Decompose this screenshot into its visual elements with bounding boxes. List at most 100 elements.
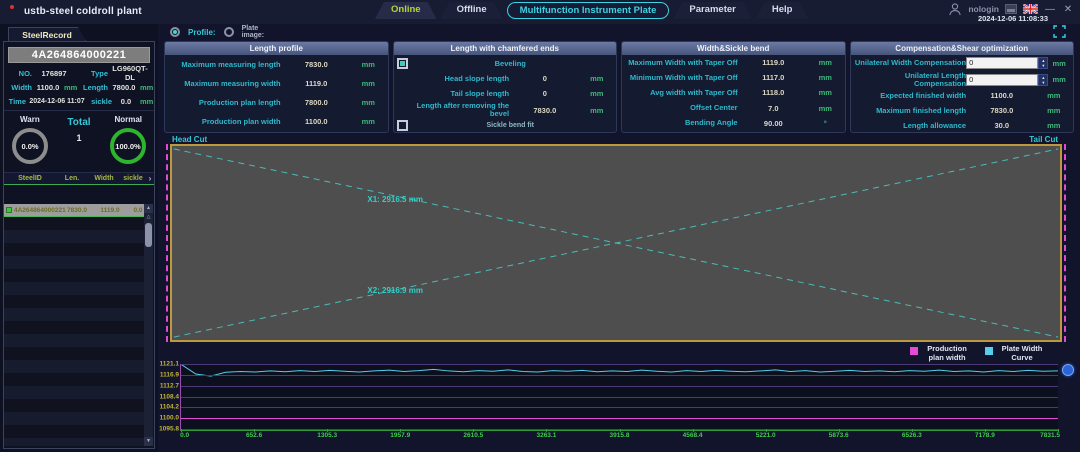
- length-value: 7800.0: [112, 82, 136, 92]
- beveling-checkbox[interactable]: [396, 57, 408, 69]
- tab-help[interactable]: Help: [756, 2, 809, 19]
- normal-gauge: 100.0%: [110, 128, 146, 164]
- plate-image-radio-label: Plate image:: [241, 25, 265, 40]
- y-gridline: [181, 385, 1058, 387]
- tab-offline[interactable]: Offline: [441, 2, 503, 19]
- steel-record-sidebar: SteelRecord 4A264864000221 NO. 176897 Ty…: [0, 24, 158, 452]
- table-row-empty: [4, 230, 144, 243]
- panel-title: Length profile: [165, 42, 388, 55]
- param-value: 7800.0: [304, 98, 328, 107]
- y-gridline: [181, 396, 1058, 398]
- legend-label: Plate Width Curve: [1001, 344, 1043, 362]
- spin-down-icon[interactable]: ▼: [1041, 63, 1046, 68]
- parameter-panels: Length profile Maximum measuring length 7…: [158, 41, 1080, 133]
- table-scrollbar[interactable]: ▲ △ ▼: [144, 204, 153, 446]
- table-row-empty: [4, 256, 144, 269]
- table-row-empty: [4, 295, 144, 308]
- plate-width-swatch: [985, 347, 993, 355]
- steel-id-field[interactable]: 4A264864000221: [8, 47, 150, 63]
- scroll-top-icon[interactable]: △: [146, 214, 151, 220]
- main-content: Profile: Plate image: Length profile Max…: [158, 24, 1080, 452]
- x-tick-label: 5873.6: [828, 432, 849, 439]
- y-tick-label: 1104.2: [159, 403, 179, 411]
- panel-length-profile: Length profile Maximum measuring length 7…: [164, 41, 389, 133]
- x-tick-mark: [765, 429, 767, 432]
- scrollbar-thumb[interactable]: [145, 223, 152, 247]
- uk-flag-icon[interactable]: [1023, 4, 1038, 14]
- x-tick-mark: [254, 429, 256, 432]
- sickle-bend-fit-label: Sickle bend fit: [486, 122, 534, 129]
- y-tick-label: 1108.4: [159, 393, 179, 401]
- head-cut-line[interactable]: [166, 144, 168, 342]
- minimize-button[interactable]: —: [1045, 3, 1055, 15]
- close-button[interactable]: ✕: [1063, 3, 1073, 15]
- profile-radio[interactable]: [170, 27, 180, 38]
- param-label: Avg width with Taper Off: [650, 88, 738, 98]
- legend-item-plate-width[interactable]: Plate Width Curve: [985, 344, 1048, 362]
- user-icon[interactable]: [948, 2, 962, 16]
- y-tick-label: 1095.8: [159, 425, 179, 433]
- type-value: LG960QT-DL: [112, 64, 148, 82]
- plate-outline-canvas[interactable]: X1: 2916.5 mm X2: 2916.9 mm: [166, 144, 1066, 342]
- tab-multifunction-instrument-plate[interactable]: Multifunction Instrument Plate: [506, 2, 670, 19]
- param-unit: mm: [1047, 91, 1061, 100]
- sickle-label: sickle: [91, 96, 112, 106]
- chart-control-button[interactable]: [1062, 364, 1074, 376]
- x-tick-mark: [984, 429, 986, 432]
- param-label: Maximum Width with Taper Off: [628, 57, 738, 67]
- table-row-empty: [4, 243, 144, 256]
- x-tick-mark: [911, 429, 913, 432]
- table-row-empty: [4, 321, 144, 334]
- sickle-value: 0.0: [120, 96, 132, 106]
- plate-image-radio[interactable]: [223, 27, 234, 38]
- col-width: Width: [94, 175, 114, 182]
- length-label: Length: [83, 82, 108, 92]
- user-label[interactable]: nologin: [968, 4, 999, 14]
- param-unit: °: [823, 118, 827, 128]
- width-compensation-spinner[interactable]: 0 ▲ ▼: [966, 57, 1049, 69]
- tab-online[interactable]: Online: [375, 2, 437, 19]
- param-label: Offset Center: [690, 103, 738, 113]
- row-steelid: 4A264864000221: [14, 206, 66, 214]
- no-value: 176897: [41, 68, 67, 78]
- spin-down-icon[interactable]: ▼: [1041, 79, 1046, 85]
- cn-flag-icon[interactable]: [1005, 4, 1017, 14]
- scroll-down-icon[interactable]: ▼: [144, 437, 153, 446]
- header-chevron-icon[interactable]: ›: [148, 174, 152, 183]
- x-tick-mark: [692, 429, 694, 432]
- tab-parameter[interactable]: Parameter: [673, 2, 751, 19]
- x-tick-label: 652.6: [245, 432, 263, 439]
- param-label: Length after removing the bevel: [416, 101, 510, 118]
- x-tick-mark: [1058, 429, 1059, 432]
- tab-steel-record[interactable]: SteelRecord: [8, 27, 86, 41]
- fullscreen-button[interactable]: [1053, 25, 1066, 38]
- spinner-buttons[interactable]: ▲ ▼: [1038, 73, 1049, 86]
- scroll-up-icon[interactable]: ▲: [144, 204, 153, 213]
- x-tick-label: 1305.3: [317, 432, 338, 439]
- table-row-selected[interactable]: 4A264864000221 7830.0 1119.0 0.0: [4, 204, 144, 217]
- spinner-value[interactable]: 0: [966, 57, 1039, 69]
- param-unit: mm: [590, 74, 604, 83]
- legend-item-plan-width[interactable]: Production plan width: [910, 344, 973, 362]
- width-unit: mm: [64, 82, 78, 92]
- spinner-value[interactable]: 0: [966, 73, 1039, 86]
- length-compensation-spinner[interactable]: 0 ▲ ▼: [966, 73, 1049, 86]
- chart-plot-area[interactable]: 1121.1 1116.9 1112.7 1108.4 1104.2 1100.0 1095…: [159, 361, 1060, 440]
- table-row-empty: [4, 269, 144, 282]
- panel-compensation-shear: Compensation&Shear optimization Unilater…: [849, 41, 1074, 133]
- param-label: Expected finished width: [880, 90, 967, 100]
- col-len: Len.: [64, 175, 80, 182]
- width-label: Width: [11, 82, 32, 92]
- spinner-buttons[interactable]: ▲ ▼: [1038, 57, 1049, 69]
- param-value: 7.0: [768, 103, 779, 113]
- tail-cut-line[interactable]: [1064, 144, 1066, 342]
- param-value: 1119.0: [762, 58, 785, 68]
- spin-up-icon[interactable]: ▲: [1041, 74, 1046, 80]
- row-width: 1119.0: [100, 206, 120, 214]
- spin-up-icon[interactable]: ▲: [1041, 58, 1046, 63]
- sickle-bend-fit-checkbox[interactable]: [396, 120, 408, 131]
- row-sickle: 0.0: [133, 206, 143, 214]
- x-tick-label: 3263.1: [536, 432, 557, 439]
- expand-icon: [1053, 25, 1066, 38]
- panel-title: Length with chamfered ends: [393, 42, 616, 55]
